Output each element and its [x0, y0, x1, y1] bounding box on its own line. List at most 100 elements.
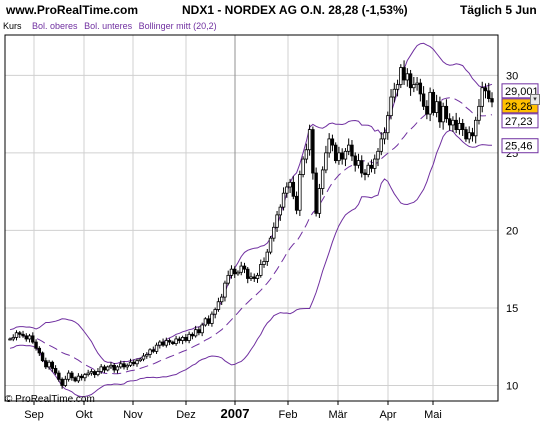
- candle-body: [294, 195, 299, 211]
- candle-body: [223, 282, 227, 298]
- candle-body: [477, 105, 481, 121]
- chart-period: Täglich 5 Jun: [460, 3, 537, 17]
- candle-body: [187, 333, 191, 341]
- candle-body: [330, 138, 335, 146]
- candle-body: [171, 341, 175, 345]
- legend-middle-band: Bollinger mitt (20,2): [138, 21, 217, 31]
- candle-body: [405, 73, 410, 81]
- candle-body: [373, 158, 377, 169]
- candle-body: [441, 105, 445, 123]
- candle-body: [415, 82, 419, 86]
- candle-body: [425, 105, 429, 115]
- candle-body: [447, 118, 452, 126]
- candle-body: [434, 101, 439, 113]
- candle-body: [27, 335, 32, 340]
- candle-body: [83, 374, 87, 379]
- candle-body: [8, 338, 12, 341]
- candle-body: [206, 318, 211, 324]
- candle-body: [320, 169, 325, 189]
- candle-body: [379, 138, 383, 152]
- candle-body: [474, 119, 478, 137]
- y-tick-label: 15: [506, 303, 518, 315]
- candle-body: [483, 87, 488, 92]
- candle-body: [193, 329, 198, 337]
- candle-body: [92, 371, 97, 376]
- candle-body: [184, 337, 188, 341]
- candle-body: [119, 363, 123, 368]
- candle-body: [148, 349, 152, 355]
- candle-body: [158, 341, 162, 346]
- legend-upper-band: Bol. oberes: [32, 21, 78, 31]
- candle-body: [132, 361, 136, 365]
- candle-body: [161, 341, 165, 346]
- candle-body: [249, 276, 253, 279]
- candle-body: [252, 276, 256, 279]
- candle-body: [145, 354, 149, 357]
- candle-body: [174, 338, 178, 345]
- candle-body: [337, 152, 341, 162]
- candle-body: [213, 309, 217, 315]
- candle-body: [262, 261, 266, 265]
- candle-body: [53, 368, 58, 374]
- candle-body: [190, 333, 195, 337]
- candle-body: [180, 337, 185, 341]
- candle-body: [418, 82, 423, 95]
- candle-body: [122, 363, 126, 368]
- candle-body: [79, 375, 84, 379]
- candle-body: [40, 352, 45, 362]
- candle-body: [141, 355, 146, 360]
- candle-body: [24, 335, 28, 340]
- candle-body: [246, 268, 250, 279]
- candle-body: [109, 364, 113, 368]
- candle-body: [333, 144, 338, 162]
- candle-body: [89, 371, 94, 374]
- candle-body: [86, 372, 90, 376]
- candle-body: [226, 274, 230, 284]
- candle-body: [219, 296, 224, 303]
- candle-body: [451, 119, 455, 126]
- candle-body: [210, 313, 214, 324]
- candle-body: [154, 344, 159, 352]
- candle-layer: [8, 60, 494, 389]
- candle-body: [76, 375, 81, 382]
- candle-body: [389, 96, 393, 117]
- candle-body: [291, 181, 296, 197]
- candle-body: [408, 73, 413, 89]
- copyright-text: © ProRealTime.com: [5, 394, 95, 405]
- scroll-button[interactable]: ▾: [530, 94, 540, 105]
- candle-body: [138, 358, 142, 362]
- candle-body: [239, 265, 243, 273]
- candle-body: [164, 340, 169, 346]
- candle-body: [281, 192, 286, 208]
- candle-body: [47, 361, 51, 368]
- legend-lower-band: Bol. unteres: [84, 21, 133, 31]
- candle-body: [438, 101, 442, 123]
- candle-body: [366, 164, 370, 175]
- legend-price: Kurs: [3, 21, 22, 31]
- candle-body: [363, 172, 367, 175]
- candle-body: [128, 361, 133, 366]
- candle-body: [311, 129, 315, 174]
- candle-body: [66, 372, 71, 380]
- site-name: www.ProRealTime.com: [6, 3, 139, 17]
- candle-body: [135, 360, 139, 365]
- candle-body: [395, 84, 400, 90]
- grid-layer: [5, 35, 498, 401]
- candle-body: [14, 332, 19, 338]
- candle-body: [233, 268, 237, 275]
- candle-body: [487, 90, 491, 99]
- candle-body: [272, 226, 276, 239]
- x-tick-label: Nov: [123, 409, 143, 421]
- candle-body: [304, 149, 309, 160]
- candle-body: [265, 251, 269, 262]
- candle-body: [324, 152, 328, 171]
- candle-body: [21, 333, 25, 337]
- candle-body: [216, 301, 221, 310]
- candle-body: [490, 98, 494, 103]
- candle-body: [200, 324, 204, 334]
- candle-body: [288, 181, 292, 188]
- bollinger-layer: [9, 42, 493, 398]
- candle-body: [467, 132, 471, 140]
